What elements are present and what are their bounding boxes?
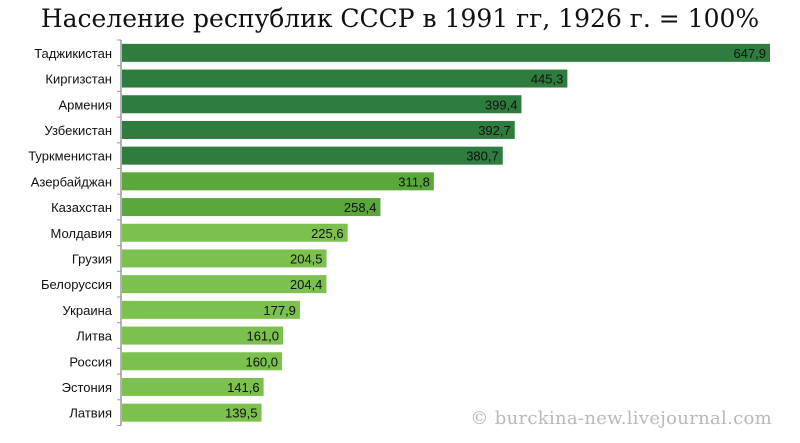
bar	[122, 377, 264, 396]
bar	[122, 69, 568, 88]
chart-title: Население республик СССР в 1991 гг, 1926…	[40, 4, 760, 33]
bar	[122, 95, 522, 114]
value-label: 204,5	[290, 251, 323, 266]
category-label: Узбекистан	[44, 123, 112, 138]
value-label: 311,8	[398, 174, 430, 189]
bar	[122, 326, 284, 345]
value-label: 445,3	[531, 72, 564, 87]
value-label: 399,4	[485, 97, 518, 112]
value-label: 161,0	[246, 329, 279, 344]
category-label: Армения	[58, 97, 112, 112]
category-label: Азербайджан	[31, 174, 112, 189]
category-label: Украина	[63, 303, 113, 318]
value-label: 380,7	[466, 149, 499, 164]
value-label: 392,7	[478, 123, 511, 138]
value-label: 258,4	[344, 200, 377, 215]
category-label: Казахстан	[51, 200, 112, 215]
bar	[122, 249, 327, 268]
category-label: Грузия	[72, 251, 112, 266]
bar	[122, 352, 283, 371]
category-label: Белоруссия	[41, 277, 112, 292]
category-label: Молдавия	[50, 226, 112, 241]
category-label: Киргизстан	[45, 72, 112, 87]
bar	[122, 43, 770, 62]
bar	[122, 403, 262, 422]
value-label: 204,4	[290, 277, 323, 292]
category-label: Эстония	[62, 380, 112, 395]
watermark: © burckina-new.livejournal.com	[470, 408, 772, 429]
value-label: 647,9	[733, 46, 766, 61]
value-label: 177,9	[263, 303, 296, 318]
category-label: Россия	[69, 354, 112, 369]
bar	[122, 223, 348, 242]
bar	[122, 275, 327, 294]
value-label: 160,0	[245, 354, 278, 369]
bar	[122, 120, 515, 139]
bar	[122, 198, 381, 217]
value-label: 141,6	[227, 380, 260, 395]
bar	[122, 172, 434, 191]
category-label: Латвия	[69, 406, 112, 421]
category-label: Таджикистан	[34, 46, 112, 61]
category-label: Туркменистан	[28, 149, 112, 164]
bar	[122, 146, 503, 165]
category-label: Литва	[76, 329, 113, 344]
bar	[122, 300, 300, 319]
value-label: 225,6	[311, 226, 344, 241]
value-label: 139,5	[225, 406, 258, 421]
